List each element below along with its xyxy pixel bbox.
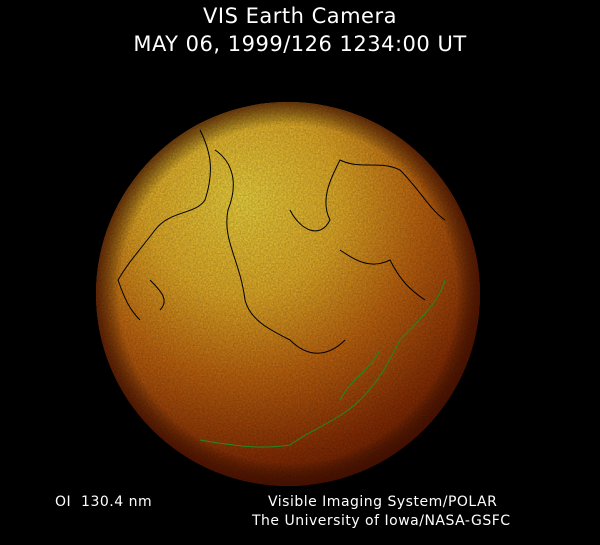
observation-timestamp: MAY 06, 1999/126 1234:00 UT xyxy=(133,32,467,56)
institution-label: The University of Iowa/NASA-GSFC xyxy=(252,513,511,529)
instrument-label: Visible Imaging System/POLAR xyxy=(268,494,498,510)
image-title: VIS Earth Camera xyxy=(203,4,397,28)
coastlines-day xyxy=(117,129,446,354)
coastlines-night xyxy=(199,279,446,448)
wavelength-label: OI 130.4 nm xyxy=(55,494,153,510)
